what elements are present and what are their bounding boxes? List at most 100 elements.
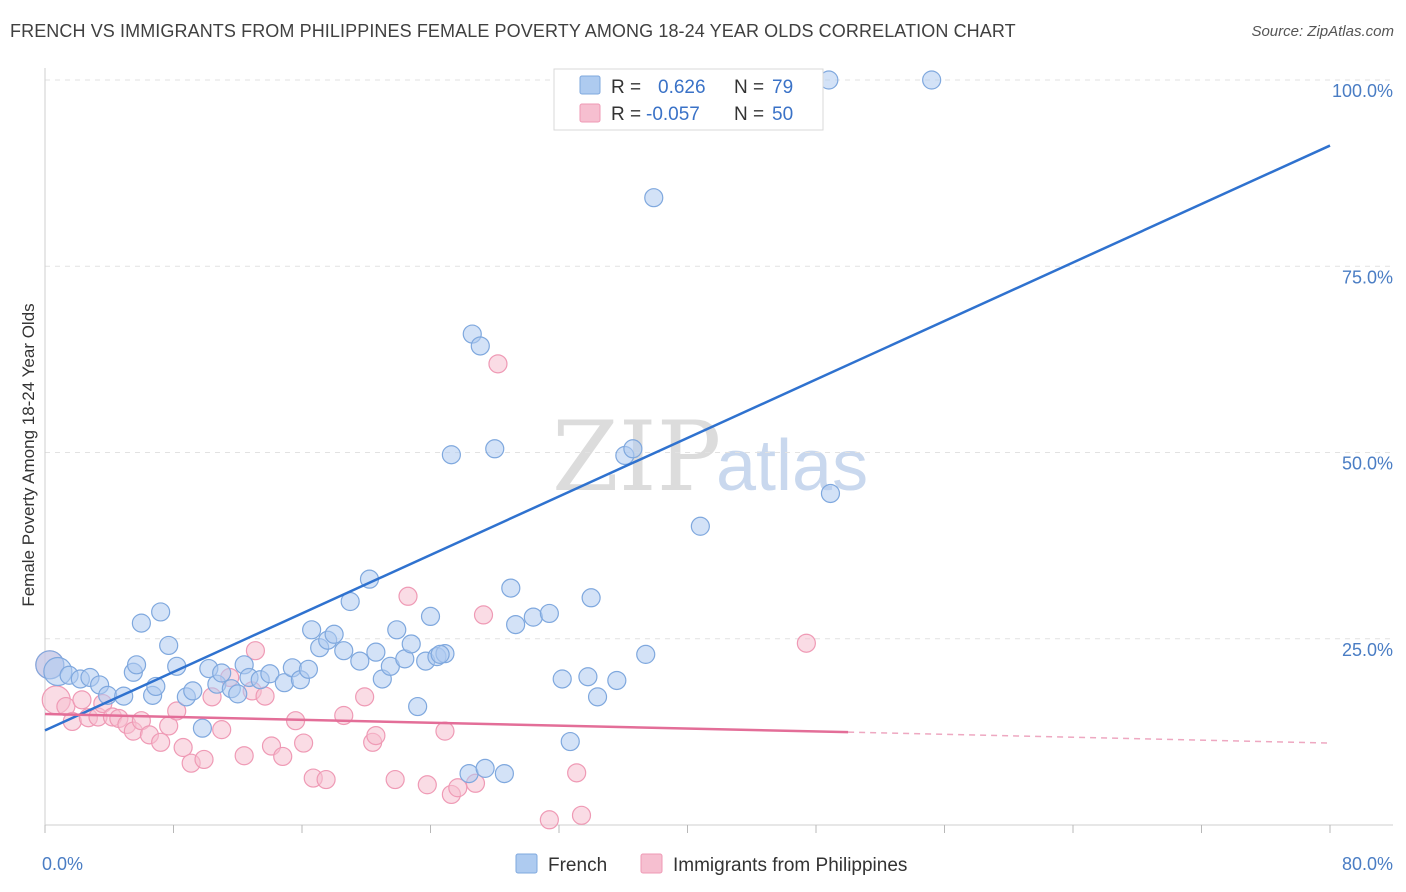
french-point-65	[607, 670, 627, 691]
french-point-20	[212, 663, 232, 683]
legend-phil-swatch	[640, 853, 663, 874]
french-n-value: 79	[772, 77, 793, 98]
french-point-17	[192, 718, 213, 738]
y-tick-label-50: 50.0%	[1342, 454, 1393, 474]
french-point-64	[587, 687, 608, 707]
legend-french-swatch	[515, 853, 538, 874]
phil-point-38	[398, 586, 418, 606]
gridlines	[45, 79, 1393, 640]
french-point-61	[560, 731, 580, 752]
phil-point-28	[273, 746, 293, 767]
phil-point-4	[72, 690, 92, 710]
french-point-73	[922, 70, 942, 90]
phil-point-23	[234, 746, 254, 766]
french-point-62	[578, 667, 598, 687]
french-point-68	[636, 644, 656, 664]
french-n-label: N =	[734, 77, 764, 98]
phil-point-37	[385, 769, 405, 790]
phil-point-49	[796, 633, 816, 653]
french-point-55	[494, 763, 514, 784]
phil-point-21	[212, 720, 232, 740]
french-point-56	[501, 578, 521, 598]
phil-point-26	[255, 686, 275, 706]
french-point-53	[475, 758, 495, 778]
phil-point-46	[539, 810, 559, 830]
tick-labels: 25.0% 50.0% 75.0% 100.0% 0.0% 80.0%	[42, 81, 1393, 874]
french-point-30	[302, 620, 322, 640]
phil-n-value: 50	[772, 104, 793, 125]
french-point-10	[131, 613, 151, 633]
french-point-43	[401, 634, 421, 654]
series-legend: French Immigrants from Philippines	[515, 853, 907, 876]
french-point-41	[387, 620, 407, 640]
french-point-29	[298, 659, 319, 679]
french-swatch	[579, 75, 601, 95]
french-point-25	[260, 664, 280, 684]
phil-point-36	[366, 725, 386, 746]
french-point-59	[539, 603, 559, 624]
french-point-67	[623, 439, 643, 459]
french-point-34	[334, 641, 354, 661]
phil-trend-line	[44, 712, 849, 734]
watermark-atlas: atlas	[716, 426, 868, 506]
phil-point-16	[167, 701, 187, 721]
phil-point-40	[435, 721, 455, 741]
french-point-44	[408, 696, 428, 717]
phil-point-45	[488, 354, 508, 374]
y-axis-title: Female Poverty Among 18-24 Year Olds	[19, 303, 38, 606]
phil-r-label: R =	[611, 104, 641, 125]
legend-french-label: French	[548, 855, 607, 876]
french-point-71	[820, 483, 841, 504]
french-point-77	[228, 684, 248, 704]
french-point-52	[470, 336, 490, 356]
french-point-50	[459, 763, 479, 784]
phil-point-34	[355, 687, 375, 707]
phil-swatch	[579, 103, 601, 123]
french-point-70	[690, 516, 710, 536]
french-point-33	[324, 624, 344, 644]
phil-r-value: -0.057	[646, 104, 700, 125]
french-point-9	[126, 655, 147, 675]
french-point-60	[552, 669, 572, 689]
x-tick-label-min: 0.0%	[42, 854, 83, 874]
source-credit: Source: ZipAtlas.com	[1251, 23, 1394, 40]
phil-point-25	[245, 641, 266, 661]
phil-point-30	[294, 733, 314, 753]
phil-point-14	[151, 732, 171, 752]
y-tick-label-75: 75.0%	[1342, 267, 1393, 287]
phil-point-47	[567, 763, 587, 783]
french-r-label: R =	[611, 77, 641, 98]
french-point-36	[350, 651, 370, 671]
series-french-points	[35, 70, 942, 784]
phil-point-42	[448, 778, 468, 798]
french-point-78	[430, 644, 450, 664]
trend-lines	[44, 144, 1331, 744]
chart-title: FRENCH VS IMMIGRANTS FROM PHILIPPINES FE…	[10, 21, 1016, 41]
french-point-38	[366, 642, 386, 662]
french-point-16	[183, 681, 203, 701]
french-point-69	[644, 188, 664, 208]
french-point-49	[441, 445, 461, 465]
french-point-46	[420, 606, 441, 627]
x-tick-label-max: 80.0%	[1342, 854, 1393, 874]
stats-legend: R = 0.626 N = 79 R = -0.057 N = 50	[553, 68, 824, 131]
phil-point-48	[571, 805, 592, 825]
phil-point-39	[417, 775, 437, 795]
phil-point-44	[473, 605, 494, 625]
french-trend-line	[44, 144, 1331, 732]
phil-point-19	[194, 749, 214, 770]
french-point-12	[151, 602, 171, 622]
phil-point-17	[173, 737, 193, 758]
y-tick-label-100: 100.0%	[1332, 81, 1393, 101]
phil-n-label: N =	[734, 104, 764, 125]
legend-phil-label: Immigrants from Philippines	[673, 855, 907, 876]
french-point-63	[581, 588, 601, 608]
phil-point-32	[316, 769, 336, 790]
y-tick-label-25: 25.0%	[1342, 640, 1393, 660]
phil-trend-line-extrapolated	[848, 731, 1331, 744]
french-point-57	[506, 614, 526, 635]
french-point-54	[485, 439, 505, 459]
french-r-value: 0.626	[658, 77, 706, 98]
french-point-13	[159, 635, 179, 656]
